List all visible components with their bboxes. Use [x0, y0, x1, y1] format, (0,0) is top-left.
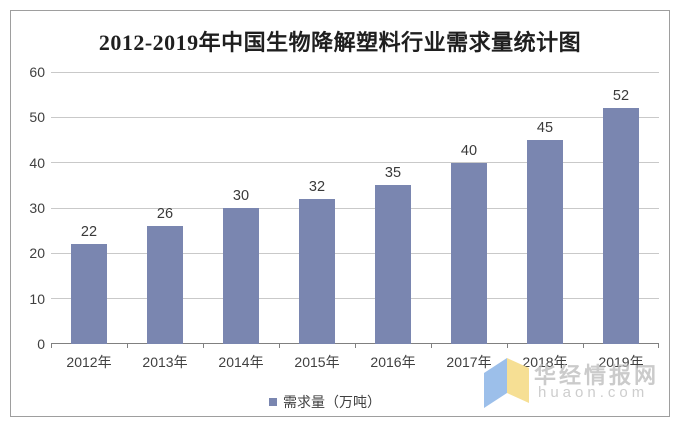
legend-label: 需求量（万吨）: [283, 394, 381, 410]
x-axis-tick-5: [431, 344, 432, 348]
x-axis-tick-7: [583, 344, 584, 348]
gridline-30: [51, 207, 659, 209]
y-axis-label-60: 60: [29, 64, 45, 80]
x-axis-label-2019年: 2019年: [598, 354, 644, 370]
legend-swatch: [269, 398, 277, 406]
x-axis-label-2015年: 2015年: [294, 354, 340, 370]
y-axis-label-50: 50: [29, 109, 45, 126]
x-axis-label-2017年: 2017年: [446, 354, 492, 370]
bar-value-label-2018年: 45: [536, 120, 554, 136]
x-axis-label-2012年: 2012年: [66, 354, 112, 370]
gridline-60: [51, 71, 659, 73]
gridline-10: [51, 298, 659, 300]
plot-area: 0 10 20 30 40 50 60 22 2012年 26 2013年 30 2014年 32 2015…: [29, 64, 659, 370]
y-axis-label-10: 10: [29, 290, 45, 307]
bar-2014年: [223, 208, 259, 344]
x-axis-tick-6: [507, 344, 508, 348]
x-axis-label-2014年: 2014年: [218, 354, 264, 370]
y-axis-label-40: 40: [29, 154, 45, 171]
bar-value-label-2015年: 32: [308, 178, 326, 195]
gridline-40: [51, 162, 659, 164]
bar-value-label-2016年: 35: [384, 165, 402, 182]
bar-value-label-2012年: 22: [80, 224, 98, 241]
bar-2019年: [603, 108, 639, 344]
bar-value-label-2019年: 52: [612, 88, 630, 105]
x-axis-tick-0: [51, 344, 52, 348]
bar-2016年: [375, 185, 411, 344]
x-axis-label-2018年: 2018年: [522, 354, 568, 370]
bar-2015年: [299, 198, 335, 344]
chart-title: 2012-2019年中国生物降解塑料行业需求量统计图: [98, 30, 582, 55]
bar-value-label-2013年: 26: [156, 206, 174, 223]
legend: 需求量（万吨）: [11, 392, 639, 412]
y-axis-label-30: 30: [29, 200, 45, 216]
x-axis-label-2013年: 2013年: [142, 354, 188, 370]
gridline-50: [51, 116, 659, 118]
x-axis-tick-2: [203, 344, 204, 348]
x-axis-tick-1: [127, 344, 128, 348]
y-axis-label-20: 20: [29, 245, 45, 262]
bar-2012年: [71, 244, 107, 344]
x-axis-tick-8: [658, 344, 659, 348]
bar-value-label-2017年: 40: [460, 142, 478, 159]
y-axis-label-0: 0: [37, 336, 45, 352]
bar-value-label-2014年: 30: [232, 188, 250, 204]
bar-2013年: [147, 226, 183, 344]
bar-2018年: [527, 140, 563, 344]
x-axis-tick-3: [279, 344, 280, 348]
gridline-20: [51, 252, 659, 254]
bar-2017年: [451, 162, 487, 344]
x-axis-label-2016年: 2016年: [370, 354, 416, 370]
x-axis-tick-4: [355, 344, 356, 348]
chart-frame: 2012-2019年中国生物降解塑料行业需求量统计图 0 10 20 30 40 50 60…: [10, 10, 670, 417]
